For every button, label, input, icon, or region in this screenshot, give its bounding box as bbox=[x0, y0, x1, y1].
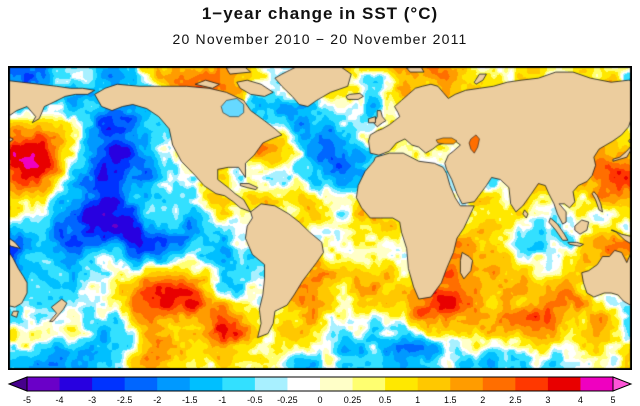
figure-title: 1−year change in SST (°C) bbox=[201, 4, 439, 23]
colorbar-tick-label: -0.5 bbox=[247, 395, 263, 405]
colorbar-tick-label: -1 bbox=[218, 395, 226, 405]
colorbar: -5 -4 -3 -2.5 -2 -1.5 -1 -0.5 -0.25 0 0.25 0.5 1 1.5 2… bbox=[0, 372, 640, 406]
colorbar-tick-label: -0.25 bbox=[277, 395, 298, 405]
colorbar-segment bbox=[59, 377, 93, 391]
colorbar-segment bbox=[482, 377, 516, 391]
colorbar-segment bbox=[515, 377, 549, 391]
colorbar-tick-label: 4 bbox=[578, 395, 583, 405]
colorbar-tick-label: 2.5 bbox=[509, 395, 522, 405]
colorbar-segment bbox=[254, 377, 288, 391]
colorbar-segment bbox=[450, 377, 484, 391]
colorbar-outline bbox=[26, 376, 614, 392]
colorbar-segment bbox=[352, 377, 386, 391]
colorbar-tick-label: 5 bbox=[610, 395, 615, 405]
colorbar-segment bbox=[287, 377, 321, 391]
colorbar-tick-label: 1 bbox=[415, 395, 420, 405]
colorbar-tick-label: 0 bbox=[317, 395, 322, 405]
colorbar-segment bbox=[189, 377, 223, 391]
colorbar-segment bbox=[27, 377, 61, 391]
colorbar-segment bbox=[547, 377, 581, 391]
colorbar-segment bbox=[157, 377, 191, 391]
figure-subtitle: 20 November 2010 − 20 November 2011 bbox=[172, 31, 468, 47]
colorbar-tick-label: 1.5 bbox=[444, 395, 457, 405]
colorbar-segment bbox=[320, 377, 354, 391]
colorbar-tick-label: 2 bbox=[480, 395, 485, 405]
colorbar-segment bbox=[92, 377, 126, 391]
colorbar-tick-label: -1.5 bbox=[182, 395, 198, 405]
colorbar-tick-label: 0.5 bbox=[379, 395, 392, 405]
colorbar-svg: -5 -4 -3 -2.5 -2 -1.5 -1 -0.5 -0.25 0 0.25 0.5 1 1.5 2… bbox=[7, 376, 633, 405]
colorbar-tick-label: 3 bbox=[545, 395, 550, 405]
colorbar-segment bbox=[580, 377, 614, 391]
colorbar-segment bbox=[222, 377, 256, 391]
colorbar-segment bbox=[385, 377, 419, 391]
world-sst-map bbox=[8, 66, 632, 370]
colorbar-tick-label: -3 bbox=[88, 395, 96, 405]
colorbar-tick-label: -2.5 bbox=[117, 395, 133, 405]
colorbar-segment bbox=[417, 377, 451, 391]
colorbar-left-arrow bbox=[7, 376, 28, 392]
colorbar-tick-label: 0.25 bbox=[344, 395, 362, 405]
colorbar-right-arrow bbox=[612, 376, 633, 392]
colorbar-tick-label: -5 bbox=[23, 395, 31, 405]
colorbar-tick-label: -2 bbox=[153, 395, 161, 405]
colorbar-segment bbox=[124, 377, 158, 391]
colorbar-tick-label: -4 bbox=[56, 395, 64, 405]
